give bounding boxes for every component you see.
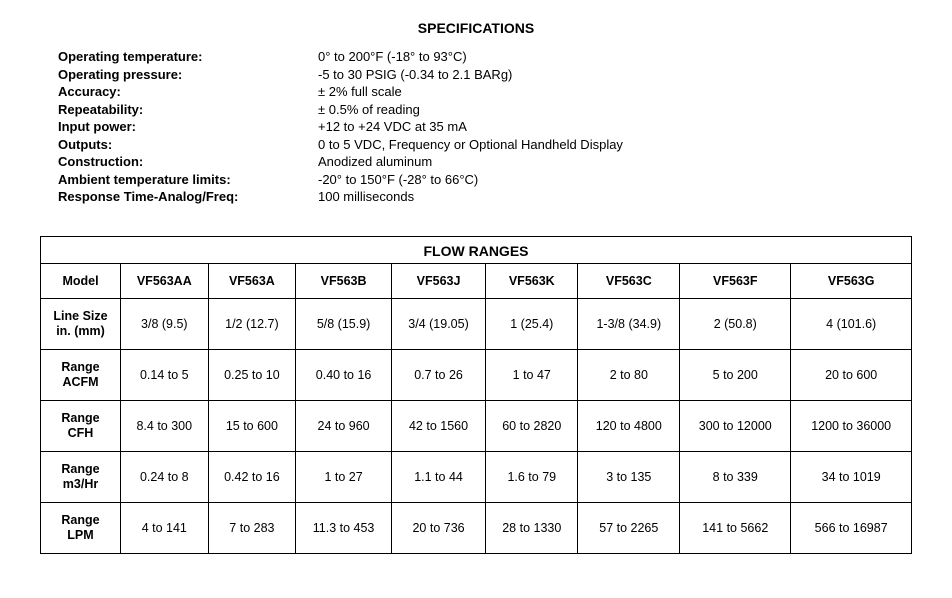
spec-value: 0° to 200°F (-18° to 93°C) <box>318 48 912 66</box>
table-cell: 1/2 (12.7) <box>208 298 296 349</box>
table-cell: 0.24 to 8 <box>121 451 209 502</box>
table-cell: 120 to 4800 <box>578 400 680 451</box>
table-row: RangeCFH8.4 to 30015 to 60024 to 96042 t… <box>41 400 912 451</box>
table-row: Line Sizein. (mm)3/8 (9.5)1/2 (12.7)5/8 … <box>41 298 912 349</box>
spec-value: ± 0.5% of reading <box>318 101 912 119</box>
table-cell: 24 to 960 <box>296 400 392 451</box>
table-cell: 20 to 600 <box>791 349 912 400</box>
table-cell: 1200 to 36000 <box>791 400 912 451</box>
table-cell: 28 to 1330 <box>486 502 578 553</box>
spec-label: Outputs: <box>58 136 318 154</box>
table-cell: 1-3/8 (34.9) <box>578 298 680 349</box>
table-cell: 566 to 16987 <box>791 502 912 553</box>
table-cell: 1 (25.4) <box>486 298 578 349</box>
row-header: Rangem3/Hr <box>41 451 121 502</box>
table-row: Rangem3/Hr0.24 to 80.42 to 161 to 271.1 … <box>41 451 912 502</box>
spec-label: Construction: <box>58 153 318 171</box>
table-cell: 0.7 to 26 <box>391 349 485 400</box>
model-column-header: VF563K <box>486 263 578 298</box>
spec-label: Accuracy: <box>58 83 318 101</box>
table-cell: 1 to 47 <box>486 349 578 400</box>
table-cell: 0.14 to 5 <box>121 349 209 400</box>
table-cell: 8.4 to 300 <box>121 400 209 451</box>
model-column-header: VF563J <box>391 263 485 298</box>
spec-label: Operating temperature: <box>58 48 318 66</box>
spec-value: 0 to 5 VDC, Frequency or Optional Handhe… <box>318 136 912 154</box>
table-header-row: ModelVF563AAVF563AVF563BVF563JVF563KVF56… <box>41 263 912 298</box>
table-cell: 20 to 736 <box>391 502 485 553</box>
model-column-header: VF563B <box>296 263 392 298</box>
flow-ranges-title: FLOW RANGES <box>41 237 911 263</box>
table-cell: 0.42 to 16 <box>208 451 296 502</box>
spec-value: -5 to 30 PSIG (-0.34 to 2.1 BARg) <box>318 66 912 84</box>
row-header: RangeCFH <box>41 400 121 451</box>
spec-label: Operating pressure: <box>58 66 318 84</box>
specifications-list: Operating temperature:0° to 200°F (-18° … <box>58 48 912 206</box>
table-cell: 5/8 (15.9) <box>296 298 392 349</box>
spec-value: +12 to +24 VDC at 35 mA <box>318 118 912 136</box>
spec-value: Anodized aluminum <box>318 153 912 171</box>
spec-row: Accuracy:± 2% full scale <box>58 83 912 101</box>
spec-row: Repeatability:± 0.5% of reading <box>58 101 912 119</box>
row-header: Line Sizein. (mm) <box>41 298 121 349</box>
row-header: RangeACFM <box>41 349 121 400</box>
table-cell: 2 to 80 <box>578 349 680 400</box>
table-cell: 15 to 600 <box>208 400 296 451</box>
spec-label: Input power: <box>58 118 318 136</box>
spec-value: -20° to 150°F (-28° to 66°C) <box>318 171 912 189</box>
table-cell: 60 to 2820 <box>486 400 578 451</box>
table-cell: 4 to 141 <box>121 502 209 553</box>
spec-row: Response Time-Analog/Freq:100 millisecon… <box>58 188 912 206</box>
spec-row: Construction:Anodized aluminum <box>58 153 912 171</box>
table-cell: 1 to 27 <box>296 451 392 502</box>
table-cell: 57 to 2265 <box>578 502 680 553</box>
table-cell: 42 to 1560 <box>391 400 485 451</box>
table-cell: 7 to 283 <box>208 502 296 553</box>
table-row: RangeLPM4 to 1417 to 28311.3 to 45320 to… <box>41 502 912 553</box>
spec-label: Repeatability: <box>58 101 318 119</box>
table-cell: 34 to 1019 <box>791 451 912 502</box>
spec-row: Outputs:0 to 5 VDC, Frequency or Optiona… <box>58 136 912 154</box>
model-column-header: VF563C <box>578 263 680 298</box>
table-cell: 1.6 to 79 <box>486 451 578 502</box>
table-cell: 2 (50.8) <box>680 298 791 349</box>
table-cell: 3 to 135 <box>578 451 680 502</box>
table-cell: 4 (101.6) <box>791 298 912 349</box>
page-title: SPECIFICATIONS <box>40 20 912 36</box>
model-column-header: VF563F <box>680 263 791 298</box>
table-cell: 3/4 (19.05) <box>391 298 485 349</box>
model-header: Model <box>41 263 121 298</box>
row-header: RangeLPM <box>41 502 121 553</box>
table-cell: 0.25 to 10 <box>208 349 296 400</box>
table-cell: 141 to 5662 <box>680 502 791 553</box>
spec-row: Input power:+12 to +24 VDC at 35 mA <box>58 118 912 136</box>
table-cell: 0.40 to 16 <box>296 349 392 400</box>
spec-row: Operating temperature:0° to 200°F (-18° … <box>58 48 912 66</box>
spec-value: 100 milliseconds <box>318 188 912 206</box>
model-column-header: VF563A <box>208 263 296 298</box>
spec-label: Response Time-Analog/Freq: <box>58 188 318 206</box>
table-cell: 1.1 to 44 <box>391 451 485 502</box>
model-column-header: VF563G <box>791 263 912 298</box>
spec-row: Ambient temperature limits:-20° to 150°F… <box>58 171 912 189</box>
spec-row: Operating pressure:-5 to 30 PSIG (-0.34 … <box>58 66 912 84</box>
spec-value: ± 2% full scale <box>318 83 912 101</box>
table-cell: 5 to 200 <box>680 349 791 400</box>
table-cell: 8 to 339 <box>680 451 791 502</box>
table-row: RangeACFM0.14 to 50.25 to 100.40 to 160.… <box>41 349 912 400</box>
flow-ranges-table: ModelVF563AAVF563AVF563BVF563JVF563KVF56… <box>40 263 912 554</box>
flow-ranges-title-wrap: FLOW RANGES <box>40 236 912 263</box>
table-cell: 11.3 to 453 <box>296 502 392 553</box>
model-column-header: VF563AA <box>121 263 209 298</box>
table-cell: 3/8 (9.5) <box>121 298 209 349</box>
table-cell: 300 to 12000 <box>680 400 791 451</box>
spec-label: Ambient temperature limits: <box>58 171 318 189</box>
